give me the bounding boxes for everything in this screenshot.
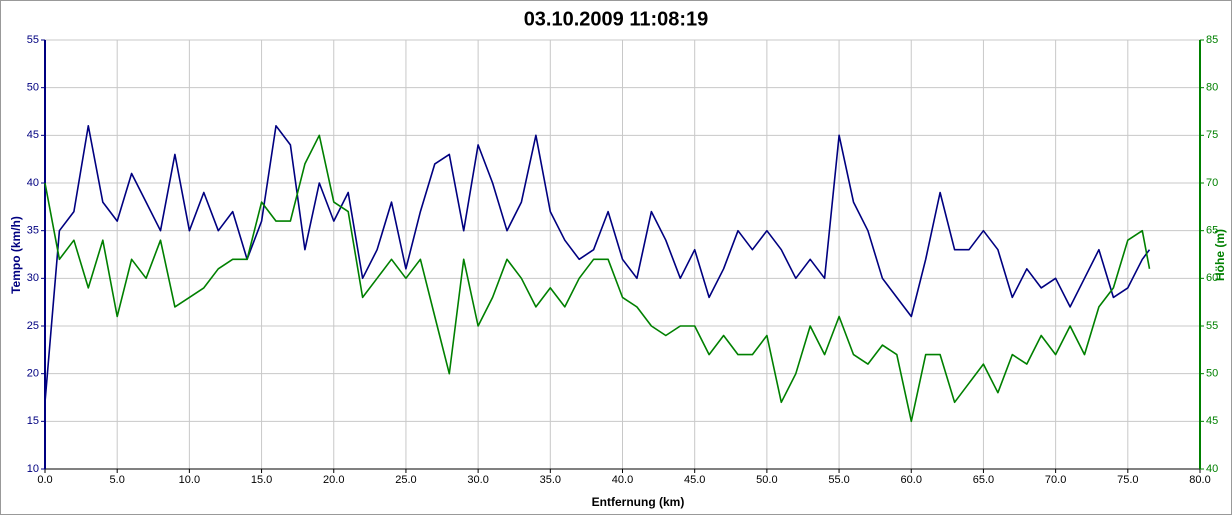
series-line: [44, 134, 1151, 423]
series-line: [44, 125, 1151, 403]
x-axis-label: Entfernung (km): [592, 495, 685, 509]
y-tick-label: 25: [27, 320, 39, 332]
y-tick-label: 10: [27, 463, 39, 475]
y-tick-label: 45: [27, 129, 39, 141]
x-tick-label: 20.0: [323, 474, 344, 486]
y2-tick-label: 80: [1206, 82, 1218, 94]
y2-tick-label: 50: [1206, 368, 1218, 380]
x-tick-label: 15.0: [251, 474, 272, 486]
x-tick-label: 50.0: [756, 474, 777, 486]
x-tick-label: 35.0: [540, 474, 561, 486]
x-tick-label: 10.0: [179, 474, 200, 486]
x-tick-label: 75.0: [1117, 474, 1138, 486]
x-tick-label: 65.0: [973, 474, 994, 486]
y2-tick-label: 75: [1206, 129, 1218, 141]
y2-tick-label: 55: [1206, 320, 1218, 332]
x-tick-label: 80.0: [1189, 474, 1210, 486]
x-tick-label: 25.0: [395, 474, 416, 486]
x-tick-label: 55.0: [828, 474, 849, 486]
x-tick-label: 45.0: [684, 474, 705, 486]
y2-tick-label: 45: [1206, 415, 1218, 427]
y-tick-label: 15: [27, 415, 39, 427]
x-tick-label: 0.0: [37, 474, 52, 486]
x-tick-label: 40.0: [612, 474, 633, 486]
y-tick-label: 55: [27, 34, 39, 46]
y2-tick-label: 65: [1206, 225, 1218, 237]
y2-tick-label: 85: [1206, 34, 1218, 46]
y2-tick-label: 40: [1206, 463, 1218, 475]
y-axis-label: Tempo (km/h): [9, 216, 23, 294]
y2-axis-label: Höhe (m): [1213, 229, 1227, 281]
x-tick-label: 30.0: [467, 474, 488, 486]
x-tick-label: 70.0: [1045, 474, 1066, 486]
y-tick-label: 35: [27, 225, 39, 237]
y-tick-label: 40: [27, 177, 39, 189]
y2-tick-label: 60: [1206, 272, 1218, 284]
y-tick-label: 20: [27, 368, 39, 380]
x-tick-label: 5.0: [110, 474, 125, 486]
x-tick-label: 60.0: [901, 474, 922, 486]
y-tick-label: 50: [27, 82, 39, 94]
chart-title: 03.10.2009 11:08:19: [524, 8, 709, 30]
y-tick-label: 30: [27, 272, 39, 284]
y2-tick-label: 70: [1206, 177, 1218, 189]
